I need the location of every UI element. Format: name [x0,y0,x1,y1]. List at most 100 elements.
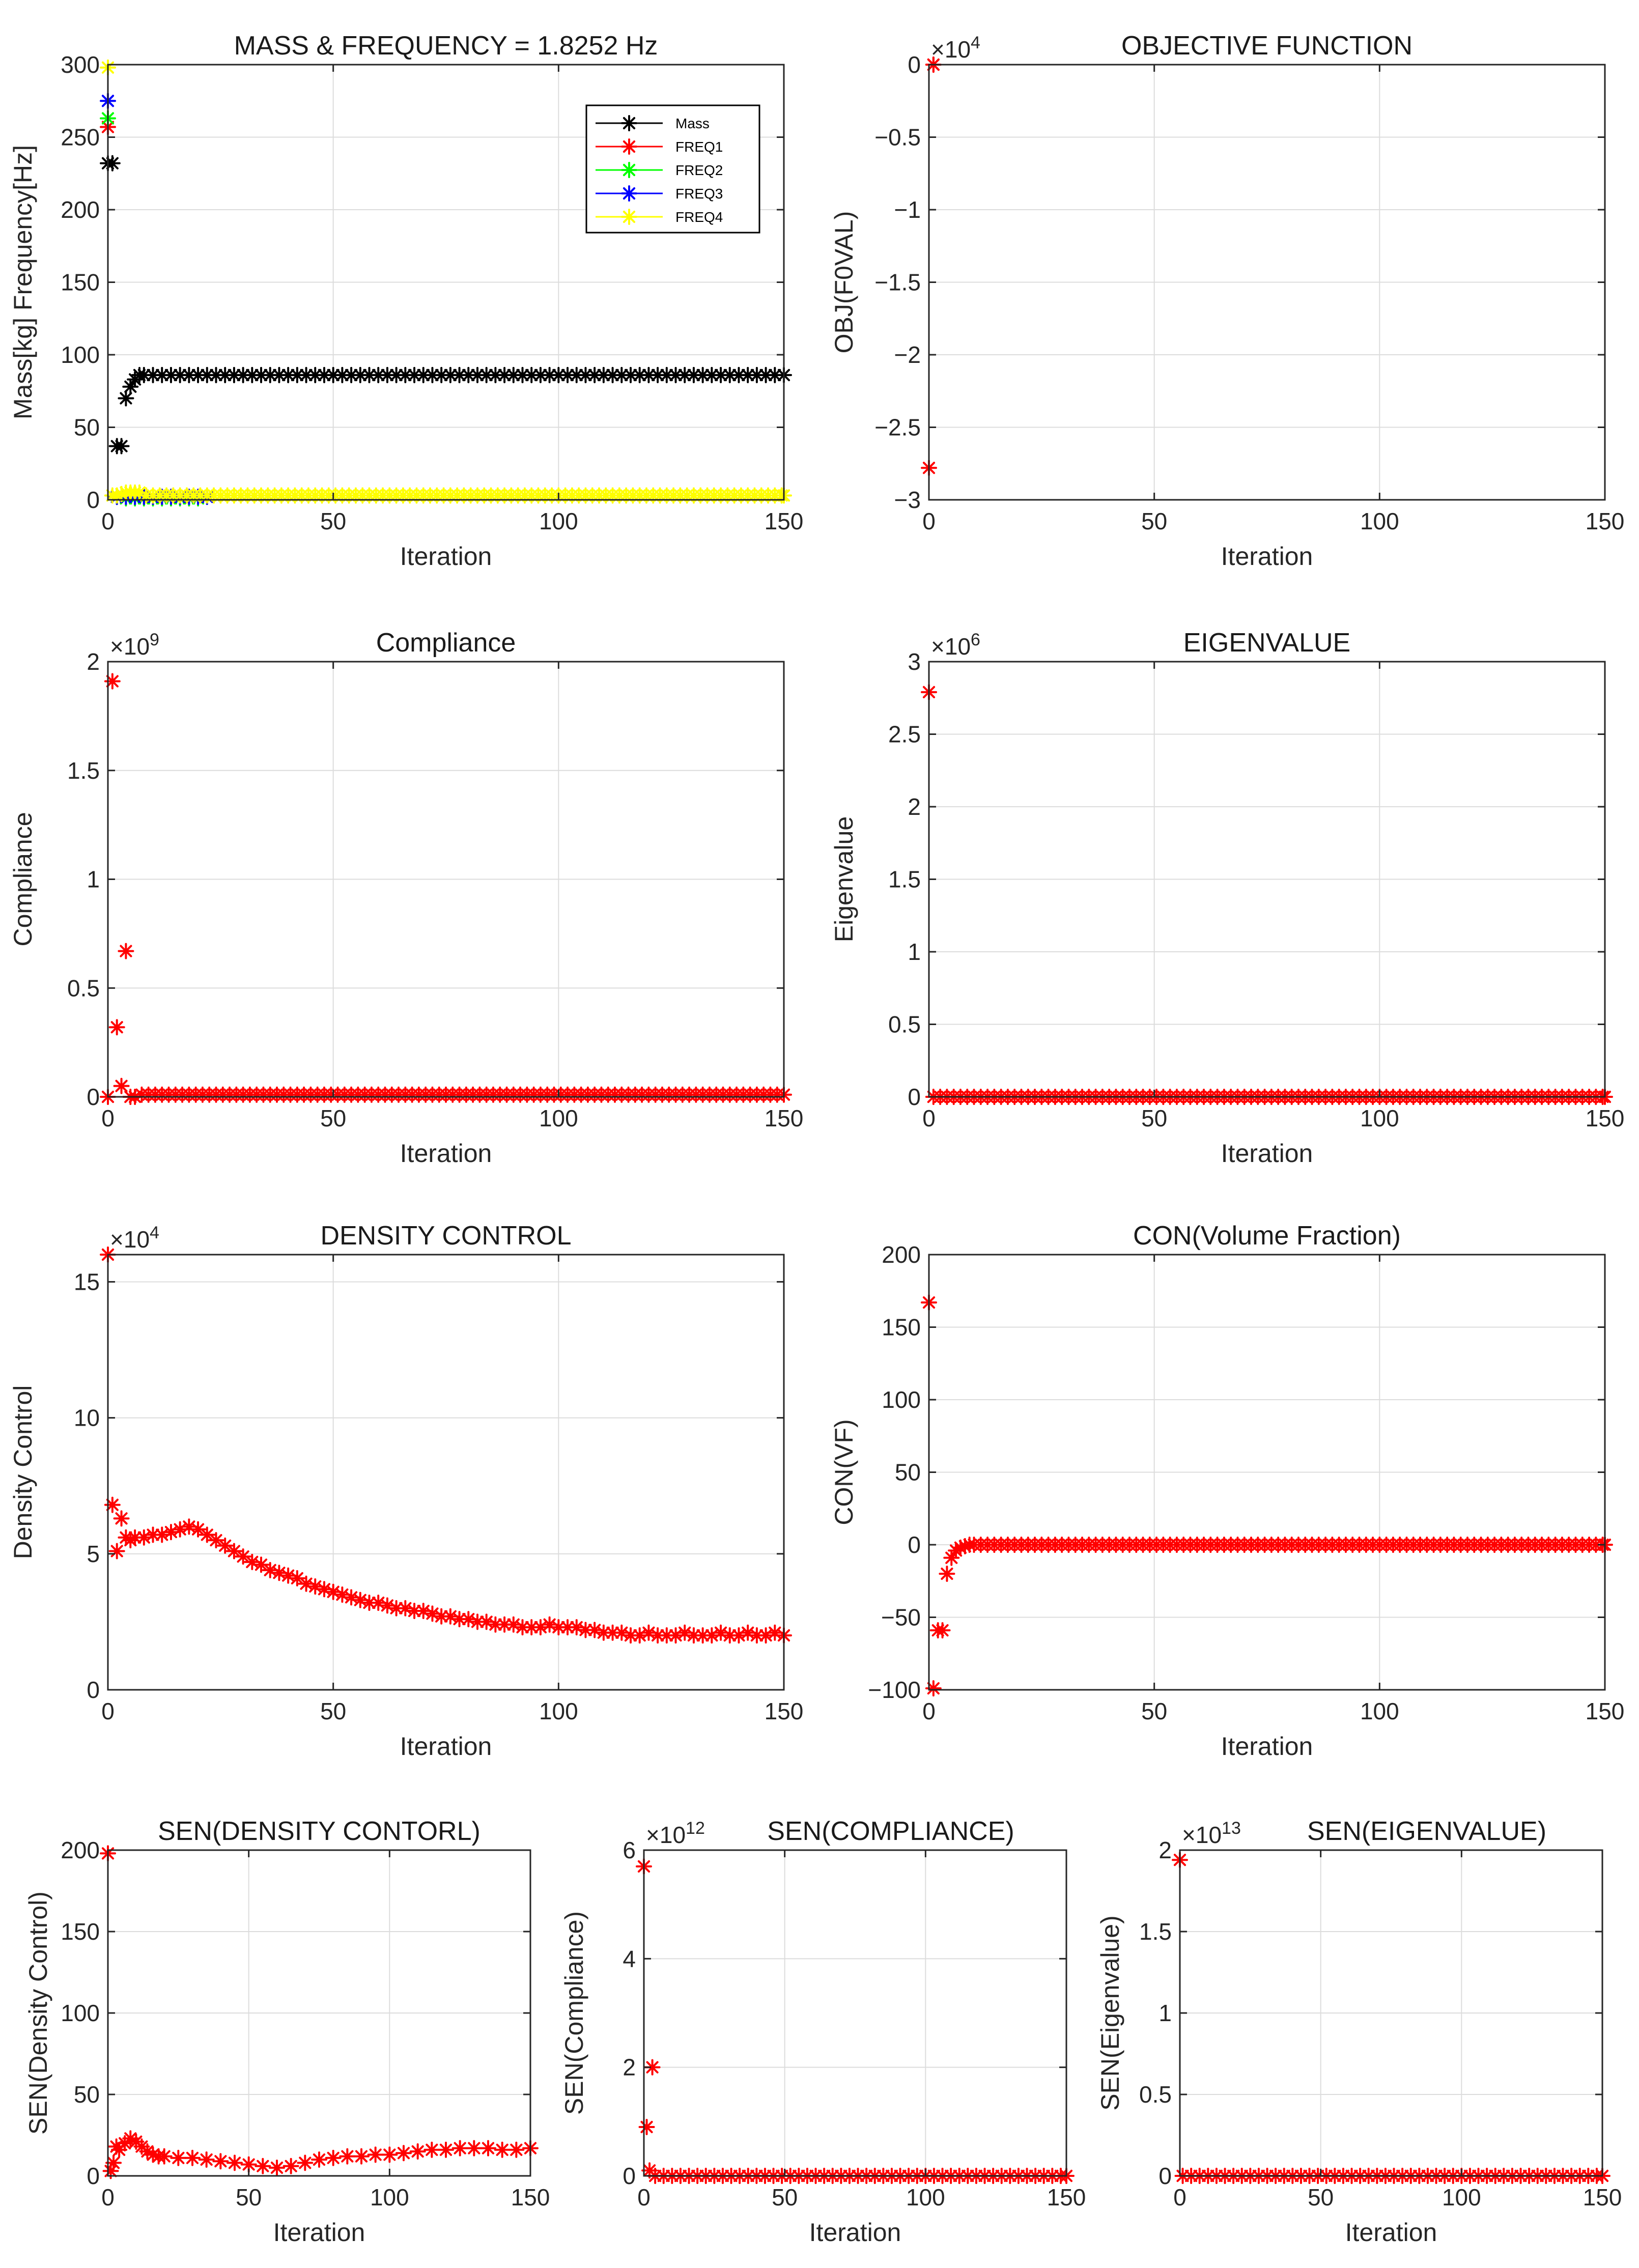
chart-sen_eig: 0 50 100 150 0 0.5 1 1.5 2 ×1013 SEN(EIGENVALUE) It… [1096,1817,1622,2247]
data-point [640,366,657,383]
data-point [253,366,270,383]
data-point [105,2154,122,2171]
data-point [508,2141,525,2158]
y-tick-label: 200 [61,1837,100,1863]
x-axis-label: Iteration [809,2218,901,2247]
y-tick-label: 0 [87,1677,100,1703]
y-axis-label: SEN(Density Control) [24,1891,52,2135]
data-point [460,1611,477,1628]
data-point [541,366,558,383]
x-axis-label: Iteration [273,2218,365,2247]
data-point [514,366,531,383]
data-point [352,1592,369,1608]
legend-box [585,104,760,234]
data-point [172,366,188,383]
data-point [235,1548,251,1565]
chart-con: 0 50 100 150 −100 −50 0 50 100 150 200 CON(Volume F… [830,1221,1624,1761]
x-tick-label: 100 [370,2184,409,2210]
x-tick-label: 0 [1173,2184,1186,2210]
chart-title: SEN(DENSITY CONTORL) [158,1817,481,1846]
x-tick-label: 150 [765,508,804,534]
legend: Mass FREQ1 FREQ2 FREQ3 FREQ4 [585,104,760,234]
data-point [568,1619,585,1636]
x-axis-label: Iteration [1221,1732,1313,1761]
data-point [122,2130,139,2147]
y-axis-label: Mass[kg] Frequency[Hz] [9,145,37,419]
data-point [433,366,450,383]
y-tick-label: 50 [895,1459,921,1486]
y-tick-label: 0 [908,51,921,78]
data-point [379,1597,395,1614]
data-point [676,366,693,383]
y-tick-label: 1 [908,939,921,965]
y-tick-label: 300 [61,51,100,78]
x-tick-label: 50 [1141,1105,1167,1131]
y-tick-label: 200 [882,1241,921,1268]
data-point [514,1619,531,1636]
data-point [694,366,711,383]
data-point [532,1619,549,1636]
y-axis-label: SEN(Compliance) [560,1911,588,2115]
plot-area [644,1850,1066,2176]
data-point [269,2160,285,2176]
chart-title: CON(Volume Fraction) [1133,1221,1401,1251]
data-point [181,366,197,383]
x-axis-label: Iteration [400,1139,492,1168]
y-tick-label: 100 [61,342,100,368]
x-tick-label: 0 [101,1105,115,1131]
data-point [122,378,139,395]
legend-marker [621,185,637,202]
data-point [255,2158,271,2174]
data-point [586,1622,603,1638]
chart-title: SEN(EIGENVALUE) [1307,1817,1546,1846]
data-point [145,1526,161,1543]
data-point [280,1567,297,1584]
data-point [388,1600,405,1617]
chart-title: MASS & FREQUENCY = 1.8252 Hz [234,31,658,61]
data-point [135,1529,152,1546]
data-point [721,366,738,383]
data-point [361,366,378,383]
data-point [451,2140,468,2157]
data-point [595,1624,612,1641]
y-tick-label: 2 [1158,1837,1172,1863]
data-point [367,2146,384,2163]
y-tick-label: −3 [894,487,921,513]
data-point [190,366,207,383]
data-point [271,1565,288,1581]
data-point [227,2154,243,2171]
x-axis-label: Iteration [1345,2218,1437,2247]
data-point [298,1575,315,1592]
data-point [162,366,179,383]
y-tick-label: −50 [881,1604,921,1631]
data-point [415,1603,432,1620]
data-point [208,366,224,383]
data-point [172,1521,188,1538]
data-point [325,366,342,383]
y-axis-label: CON(VF) [830,1419,858,1525]
data-point [658,1627,675,1644]
data-point [208,1532,224,1549]
x-tick-label: 50 [320,1105,346,1131]
x-tick-label: 50 [236,2184,262,2210]
data-point [289,366,305,383]
y-tick-label: 50 [74,414,100,441]
y-tick-label: 15 [74,1268,100,1295]
data-point [424,366,441,383]
data-point [943,1549,960,1566]
chart-mass: 0 50 100 150 0 50 100 150 200 250 300 MASS & FREQUE… [9,31,803,571]
data-point [181,1518,197,1535]
data-point [415,366,432,383]
data-point [154,366,171,383]
y-tick-label: −100 [868,1677,921,1703]
x-tick-label: 50 [1141,1698,1167,1724]
series-dens-0 [100,1246,792,1644]
axis-multiplier: ×1013 [1182,1819,1241,1848]
data-point [622,366,639,383]
x-tick-label: 100 [1360,1698,1399,1724]
data-point [297,2154,314,2171]
data-point [613,1624,630,1641]
data-point [325,1583,342,1600]
y-tick-label: 0.5 [67,975,100,1001]
data-point [118,390,134,407]
